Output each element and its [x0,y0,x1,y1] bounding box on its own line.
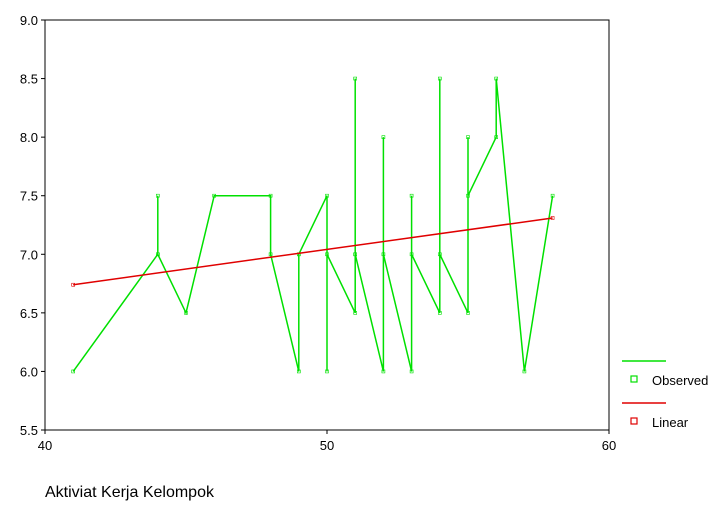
y-axis: 5.5 6.0 6.5 7.0 7.5 8.0 8.5 9.0 [20,13,45,438]
y-tick-label: 9.0 [20,13,38,28]
series-layer [71,76,555,374]
observed-data-point [522,369,527,374]
x-tick-label: 40 [38,438,52,453]
observed-series-line [72,78,554,372]
observed-data-point [268,252,273,257]
x-axis-title: Aktiviat Kerja Kelompok [45,484,214,501]
y-tick-label: 7.5 [20,189,38,204]
x-axis: 40 50 60 [38,430,616,453]
x-tick-label: 50 [320,438,334,453]
linear-legend-marker [630,417,638,425]
observed-data-point [71,369,75,374]
y-tick-label: 8.5 [20,72,38,87]
observed-data-point [494,135,499,139]
observed-data-point [325,193,329,198]
y-tick-label: 6.0 [20,364,38,379]
observed-data-point [296,369,301,374]
observed-legend-label: Observed [652,373,708,388]
observed-data-point [409,252,414,257]
observed-data-point [184,311,188,315]
legend: Observed Linear [622,360,708,430]
linear-data-point [71,282,75,287]
y-tick-label: 7.0 [20,247,38,262]
linear-series-line [73,217,553,286]
observed-data-point [325,252,329,257]
y-tick-label: 5.5 [20,423,38,438]
observed-data-point [268,193,273,198]
observed-data-point [381,135,386,139]
observed-data-point [156,252,160,257]
observed-data-point [466,135,470,139]
observed-data-point [212,193,216,198]
observed-data-point [381,252,386,257]
observed-data-point [466,193,470,198]
observed-data-point [550,193,555,198]
x-tick-label: 60 [602,438,616,453]
observed-data-point [466,311,470,315]
observed-data-point [409,193,414,198]
observed-data-point [437,76,442,81]
y-tick-label: 8.0 [20,130,38,145]
observed-data-point [409,369,414,374]
observed-data-point [156,193,160,198]
linear-legend-label: Linear [652,415,689,430]
observed-data-point [353,252,358,257]
observed-data-point [437,311,442,315]
observed-data-point [353,76,358,81]
observed-data-point [437,252,442,257]
y-tick-label: 6.5 [20,306,38,321]
observed-data-point [325,369,329,374]
observed-data-point [353,311,358,315]
observed-legend-marker [630,375,638,383]
observed-data-point [494,76,499,81]
linear-data-point [550,216,555,220]
observed-data-point [381,369,386,374]
